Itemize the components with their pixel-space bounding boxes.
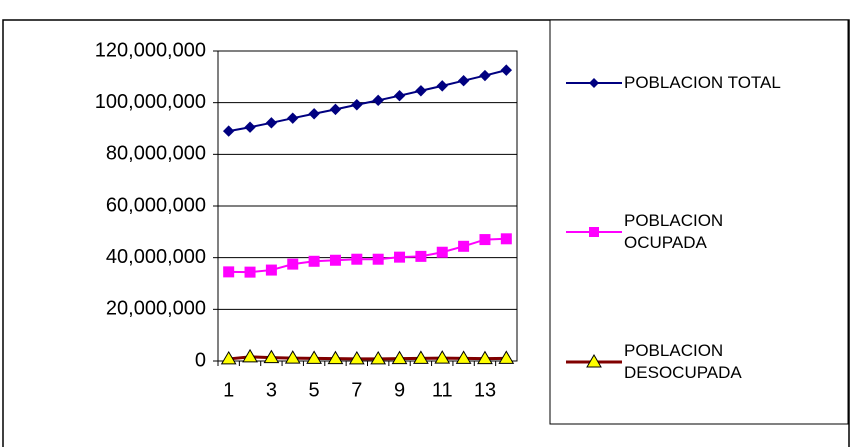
data-point (220, 350, 237, 365)
legend-marker (589, 78, 599, 88)
y-tick-label: 120,000,000 (95, 39, 206, 61)
data-point (458, 240, 470, 252)
data-point (391, 350, 408, 365)
x-tick-label: 9 (394, 379, 405, 401)
data-point (457, 75, 470, 87)
data-point (477, 350, 493, 365)
data-point (244, 121, 256, 133)
data-point (413, 350, 429, 364)
y-tick-label: 60,000,000 (106, 194, 206, 216)
legend-marker (586, 354, 602, 368)
legend-label: POBLACION DESOCUPADA (624, 341, 742, 382)
data-point (308, 255, 320, 267)
data-point (284, 350, 301, 364)
data-point (498, 350, 515, 364)
data-point (415, 250, 427, 262)
data-point (351, 253, 363, 265)
y-tick-label: 0 (195, 349, 206, 371)
data-point (244, 266, 256, 278)
data-point (222, 125, 235, 137)
data-point (500, 64, 513, 76)
x-tick-label: 13 (474, 379, 496, 401)
data-point (479, 69, 491, 82)
data-point (455, 350, 472, 364)
data-point (370, 350, 387, 365)
data-point (348, 350, 365, 365)
chart-frame (2, 19, 850, 447)
y-tick-label: 80,000,000 (106, 143, 206, 165)
legend-label: POBLACION TOTAL (624, 73, 781, 92)
x-tick-label: 1 (223, 379, 234, 401)
data-point (436, 246, 448, 258)
data-point (327, 350, 344, 365)
data-point (242, 348, 258, 363)
data-point (479, 234, 491, 246)
data-point (393, 89, 406, 102)
data-point (372, 253, 384, 265)
x-tick-label: 3 (266, 379, 277, 401)
data-point (500, 233, 512, 245)
x-tick-label: 11 (432, 379, 453, 401)
data-point (351, 99, 363, 111)
data-point (287, 112, 299, 124)
data-point (394, 251, 406, 263)
data-point (287, 258, 299, 270)
data-point (265, 264, 277, 276)
legend-label: POBLACION OCUPADA (624, 211, 724, 252)
data-point (372, 94, 384, 107)
data-point (329, 254, 341, 266)
data-point (415, 85, 427, 97)
y-tick-label: 100,000,000 (95, 91, 206, 113)
data-point (329, 103, 342, 116)
x-tick-label: 5 (309, 379, 320, 401)
data-point (436, 80, 448, 92)
data-point (265, 117, 278, 129)
data-point (434, 350, 451, 364)
data-point (263, 349, 280, 364)
y-tick-label: 20,000,000 (106, 298, 206, 320)
y-tick-label: 40,000,000 (106, 246, 206, 268)
x-tick-label: 7 (351, 379, 362, 401)
legend-box (549, 19, 849, 425)
legend-marker (589, 227, 599, 237)
data-point (308, 108, 320, 120)
data-point (306, 350, 322, 364)
data-point (223, 266, 235, 278)
